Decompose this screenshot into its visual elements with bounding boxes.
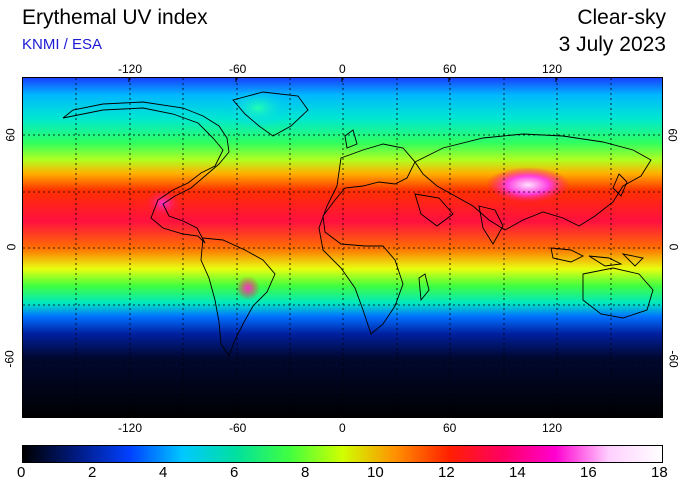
source-label: KNMI / ESA	[22, 36, 103, 53]
colorbar-label: 0	[17, 464, 26, 481]
colorbar-label: 8	[301, 464, 310, 481]
bottom-lon-tick: -60	[229, 421, 247, 435]
left-lat-tick: 0	[4, 243, 19, 251]
bottom-lon-tick: -120	[118, 421, 143, 435]
bottom-lon-tick: 60	[443, 421, 457, 435]
colorbar-label: 18	[651, 464, 668, 481]
axis-tick-marks	[128, 77, 557, 418]
colorbar-label: 14	[509, 464, 526, 481]
left-lat-tick: 60	[3, 128, 18, 142]
colorbar-label: 4	[159, 464, 168, 481]
right-lat-tick: 0	[666, 243, 681, 251]
graticule	[23, 78, 662, 417]
left-lat-tick: -60	[2, 350, 17, 368]
date-label: 3 July 2023	[558, 33, 666, 56]
uv-index-map	[22, 77, 663, 418]
uv-map-graphic	[23, 78, 662, 417]
top-lon-tick: -120	[118, 62, 143, 76]
right-lat-tick: 60	[665, 128, 680, 142]
top-lon-tick: -60	[229, 62, 247, 76]
bottom-lon-tick: 0	[339, 421, 346, 435]
right-lat-tick: -60	[666, 350, 681, 368]
colorbar-label: 10	[367, 464, 384, 481]
uv-colorbar	[22, 445, 663, 463]
top-lon-tick: 120	[542, 62, 563, 76]
top-lon-tick: 60	[443, 62, 457, 76]
colorbar-label: 12	[438, 464, 455, 481]
bottom-lon-tick: 120	[542, 421, 563, 435]
colorbar-label: 16	[580, 464, 597, 481]
top-lon-tick: 0	[339, 62, 346, 76]
colorbar-label: 2	[88, 464, 97, 481]
sky-mode-label: Clear-sky	[577, 6, 666, 29]
page-title: Erythemal UV index	[22, 6, 208, 29]
colorbar-label: 6	[230, 464, 239, 481]
